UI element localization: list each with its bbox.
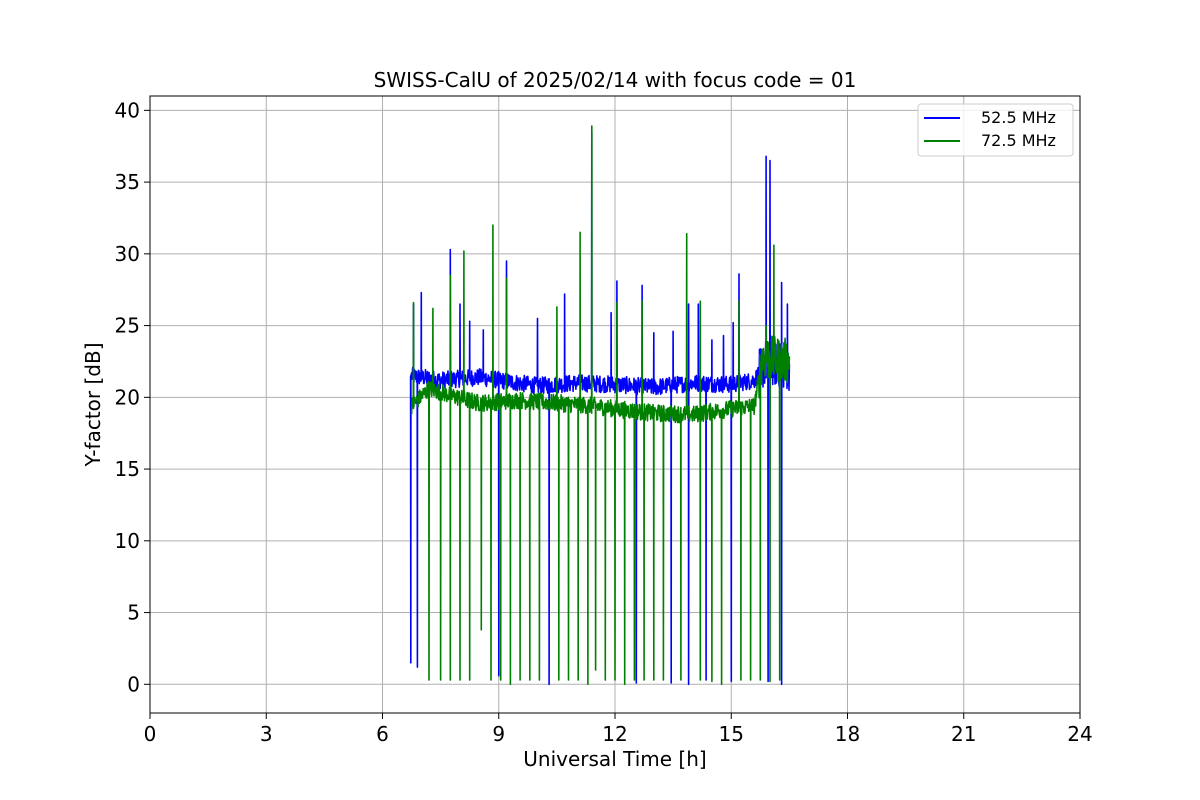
chart-title: SWISS-CalU of 2025/02/14 with focus code… xyxy=(374,68,857,92)
x-axis-label: Universal Time [h] xyxy=(523,747,706,771)
y-tick-label: 30 xyxy=(115,242,140,266)
legend: 52.5 MHz 72.5 MHz xyxy=(917,103,1074,157)
y-axis-label: Y-factor [dB] xyxy=(81,342,105,467)
series-line-52-5-mhz xyxy=(409,131,791,686)
x-tick-label: 0 xyxy=(144,722,157,746)
y-tick-label: 25 xyxy=(115,314,140,338)
y-tick-label: 20 xyxy=(115,385,140,409)
x-tick-label: 3 xyxy=(260,722,273,746)
x-tick-label: 21 xyxy=(951,722,976,746)
y-tick-label: 35 xyxy=(115,170,140,194)
y-tick-label: 10 xyxy=(115,529,140,553)
x-tick-label: 6 xyxy=(376,722,389,746)
y-tick-label: 40 xyxy=(115,98,140,122)
y-tick-label: 0 xyxy=(127,672,140,696)
axis-ticks: 0 3 6 9 12 15 18 21 24 0 5 10 15 20 25 30 35 40 xyxy=(115,98,1093,746)
x-tick-label: 12 xyxy=(602,722,627,746)
series-lines xyxy=(409,125,791,686)
x-tick-label: 15 xyxy=(719,722,744,746)
x-tick-label: 24 xyxy=(1067,722,1092,746)
y-tick-label: 15 xyxy=(115,457,140,481)
x-tick-label: 9 xyxy=(492,722,505,746)
legend-label-52-5-mhz: 52.5 MHz xyxy=(981,108,1056,127)
y-tick-label: 5 xyxy=(127,601,140,625)
series-line-72-5-mhz xyxy=(410,125,791,686)
x-tick-label: 18 xyxy=(835,722,860,746)
legend-label-72-5-mhz: 72.5 MHz xyxy=(981,131,1056,150)
